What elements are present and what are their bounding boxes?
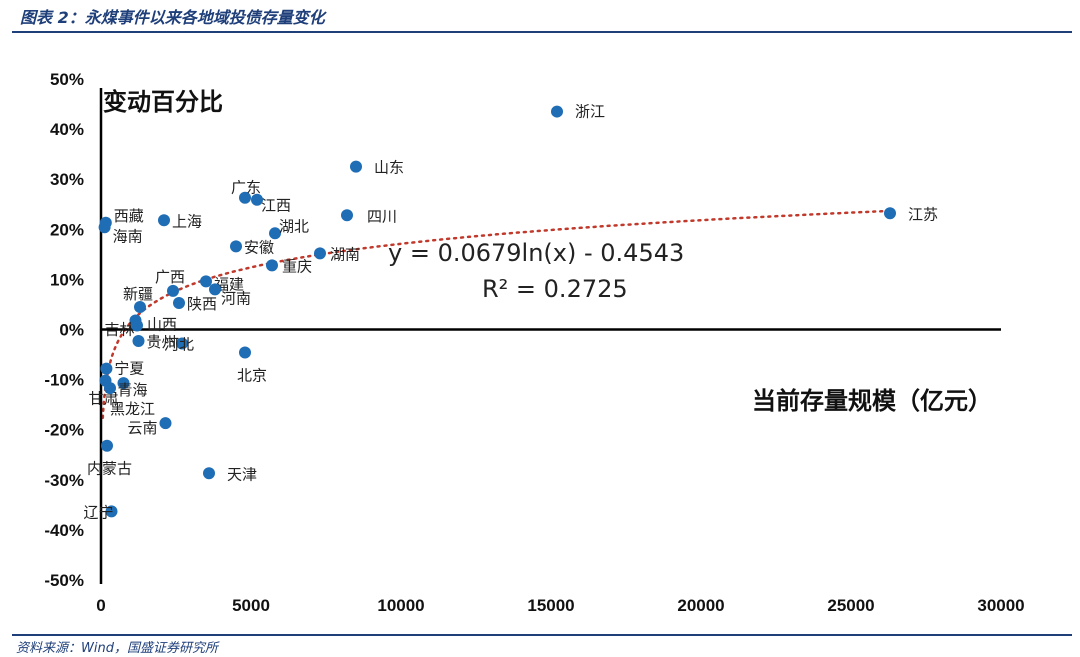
y-tick-label: 0% bbox=[59, 321, 84, 340]
data-point bbox=[341, 209, 353, 222]
y-tick-label: -50% bbox=[44, 571, 84, 590]
x-tick-label: 25000 bbox=[827, 596, 874, 615]
data-point bbox=[98, 221, 111, 234]
y-tick-label: -40% bbox=[44, 521, 84, 540]
point-label: 辽宁 bbox=[84, 503, 114, 521]
data-point bbox=[158, 214, 170, 227]
point-label: 内蒙古 bbox=[87, 460, 132, 478]
trend-equation: y = 0.0679ln(x) - 0.4543 bbox=[388, 239, 684, 267]
point-label: 黑龙江 bbox=[110, 400, 155, 418]
point-label: 安徽 bbox=[244, 238, 274, 256]
data-point bbox=[117, 377, 130, 390]
x-axis-ticks: 0 5000 10000 15000 20000 25000 30000 bbox=[96, 596, 1024, 615]
data-point bbox=[239, 346, 251, 359]
data-point bbox=[134, 300, 146, 313]
point-label: 江西 bbox=[261, 197, 291, 215]
point-label: 陕西 bbox=[187, 295, 217, 313]
point-label: 山西 bbox=[147, 315, 177, 333]
y-tick-label: 50% bbox=[50, 70, 84, 89]
title-rule bbox=[12, 31, 1072, 33]
data-point bbox=[266, 259, 278, 272]
point-label: 湖北 bbox=[279, 217, 309, 235]
data-point bbox=[314, 247, 326, 260]
point-label: 江苏 bbox=[908, 205, 938, 223]
point-label: 宁夏 bbox=[114, 360, 144, 378]
x-tick-label: 10000 bbox=[377, 596, 424, 615]
y-tick-label: -30% bbox=[44, 471, 84, 490]
point-label: 青海 bbox=[118, 381, 148, 399]
trend-r2: R² = 0.2725 bbox=[482, 275, 628, 303]
figure-title: 图表 2：永煤事件以来各地域投债存量变化 bbox=[20, 8, 325, 27]
x-axis-title: 当前存量规模（亿元） bbox=[752, 387, 992, 415]
x-tick-label: 15000 bbox=[527, 596, 574, 615]
data-point bbox=[269, 227, 281, 240]
y-axis-title: 变动百分比 bbox=[103, 88, 223, 116]
point-label: 福建 bbox=[214, 275, 244, 293]
x-tick-label: 30000 bbox=[977, 596, 1024, 615]
data-point bbox=[209, 283, 221, 296]
data-point bbox=[132, 335, 145, 348]
data-point bbox=[884, 207, 896, 220]
x-tick-label: 5000 bbox=[232, 596, 270, 615]
data-point bbox=[230, 240, 242, 253]
point-label: 海南 bbox=[113, 227, 143, 245]
point-label: 甘肃 bbox=[89, 390, 119, 408]
source-note: 资料来源：Wind，国盛证券研究所 bbox=[16, 641, 218, 656]
point-label: 广西 bbox=[155, 268, 185, 286]
point-label: 北京 bbox=[237, 367, 267, 385]
footer-rule bbox=[12, 634, 1072, 636]
point-label: 天津 bbox=[227, 465, 257, 483]
data-point bbox=[239, 191, 251, 204]
point-label: 山东 bbox=[374, 159, 404, 177]
y-tick-label: -20% bbox=[44, 421, 84, 440]
point-label: 上海 bbox=[172, 212, 202, 230]
data-point bbox=[101, 439, 113, 452]
y-tick-label: 40% bbox=[50, 120, 84, 139]
data-point bbox=[167, 284, 179, 297]
point-label: 浙江 bbox=[575, 103, 605, 121]
data-point bbox=[200, 275, 212, 288]
data-point bbox=[100, 362, 113, 375]
data-point bbox=[551, 105, 563, 118]
point-label: 重庆 bbox=[282, 257, 312, 275]
y-tick-label: -10% bbox=[44, 371, 84, 390]
point-label: 河南 bbox=[221, 289, 251, 307]
point-label: 贵州 bbox=[147, 333, 177, 351]
point-label: 广东 bbox=[231, 179, 261, 197]
point-label: 四川 bbox=[367, 207, 397, 225]
data-point bbox=[203, 467, 215, 480]
x-tick-label: 20000 bbox=[677, 596, 724, 615]
data-point bbox=[104, 382, 116, 395]
x-tick-label: 0 bbox=[96, 596, 105, 615]
data-point bbox=[176, 337, 188, 350]
point-label: 云南 bbox=[128, 419, 158, 437]
data-point bbox=[173, 296, 185, 309]
y-tick-label: 20% bbox=[50, 220, 84, 239]
y-axis-ticks: -50% -40% -30% -20% -10% 0% 10% 20% 30% 40% 50% bbox=[44, 70, 84, 590]
point-label: 西藏 bbox=[114, 207, 144, 225]
y-tick-label: 30% bbox=[50, 170, 84, 189]
y-tick-label: 10% bbox=[50, 270, 84, 289]
point-label: 湖南 bbox=[330, 245, 360, 263]
point-label: 新疆 bbox=[123, 285, 153, 303]
data-point bbox=[159, 417, 172, 430]
point-label: 吉林 bbox=[105, 320, 135, 338]
point-label: 河北 bbox=[164, 336, 194, 354]
data-point bbox=[131, 319, 143, 332]
data-point bbox=[105, 505, 118, 518]
data-point bbox=[350, 160, 362, 173]
data-point bbox=[251, 193, 263, 206]
